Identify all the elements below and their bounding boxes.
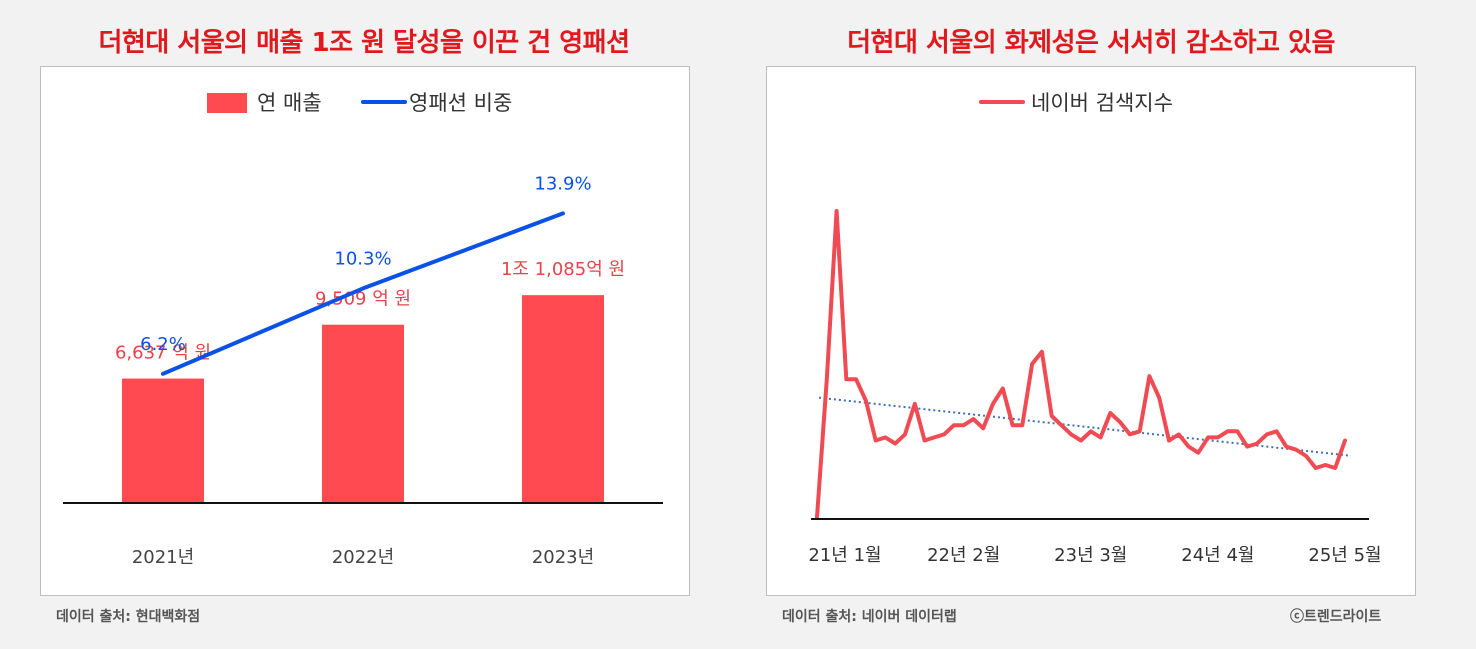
revenue-bar-label: 6,637 억 원 (115, 343, 211, 364)
legend-label-revenue: 연 매출 (257, 91, 322, 115)
right-legend: 네이버 검색지수 (979, 91, 1173, 115)
left-x-tick-label: 2021년 (132, 547, 194, 568)
search-index-line (815, 209, 1347, 519)
share-label: 13.9% (534, 173, 591, 194)
search-index-chart: 네이버 검색지수 21년 1월 22년 2월 23년 3월 24년 4월 25년 5월 (808, 91, 1381, 566)
right-chart-title: 더현대 서울의 화제성은 서서히 감소하고 있음 (847, 28, 1335, 58)
left-legend: 연 매출 영패션 비중 (207, 91, 512, 115)
legend-label-search: 네이버 검색지수 (1031, 91, 1173, 115)
right-source: 데이터 출처: 네이버 데이터랩 (782, 609, 957, 625)
search-trend-line (818, 396, 1352, 457)
right-x-tick-label: 25년 5월 (1308, 545, 1381, 566)
left-source: 데이터 출처: 현대백화점 (56, 609, 201, 625)
right-x-tick-label: 23년 3월 (1054, 545, 1127, 566)
revenue-bar (522, 295, 604, 503)
revenue-bar-label: 9,509 억 원 (315, 289, 411, 310)
left-x-tick-label: 2022년 (332, 547, 394, 568)
legend-label-share: 영패션 비중 (409, 91, 512, 115)
copyright: ⓒ트렌드라이트 (1290, 609, 1382, 625)
left-chart-panel: 연 매출 영패션 비중 6,637 억 원 9,509 억 원 1조 1,085억 … (40, 66, 690, 596)
revenue-bar (322, 324, 404, 503)
left-x-tick-label: 2023년 (532, 547, 594, 568)
revenue-bar-label: 1조 1,085억 원 (501, 259, 625, 280)
right-x-tick-label: 24년 4월 (1181, 545, 1254, 566)
right-x-tick-label: 22년 2월 (927, 545, 1000, 566)
right-chart-panel: 네이버 검색지수 21년 1월 22년 2월 23년 3월 24년 4월 25년 5월 (766, 66, 1416, 596)
share-label: 6.2% (140, 334, 186, 355)
revenue-bar (122, 378, 204, 503)
right-x-tick-label: 21년 1월 (808, 545, 881, 566)
left-chart-title: 더현대 서울의 매출 1조 원 달성을 이끈 건 영패션 (98, 28, 631, 58)
revenue-chart: 연 매출 영패션 비중 6,637 억 원 9,509 억 원 1조 1,085억 … (63, 91, 663, 568)
legend-swatch-revenue (207, 93, 247, 113)
share-label: 10.3% (334, 248, 391, 269)
